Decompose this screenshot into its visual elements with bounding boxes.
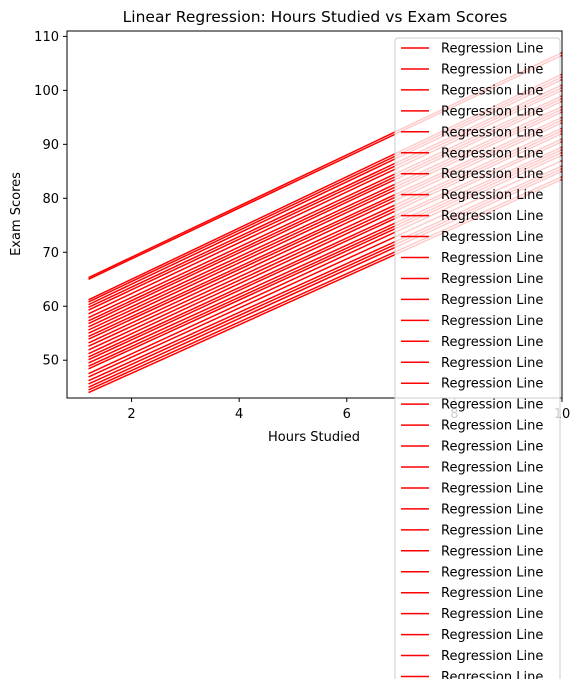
legend: Regression Line Regression Line Regression… bbox=[394, 37, 561, 679]
legend-entry-label: Regression Line bbox=[441, 523, 543, 538]
legend-entry-label: Regression Line bbox=[441, 607, 543, 622]
axes bbox=[66, 30, 563, 399]
chart-title: Linear Regression: Hours Studied vs Exam… bbox=[123, 8, 508, 26]
legend-entry-label: Regression Line bbox=[441, 628, 543, 643]
legend-entry-label: Regression Line bbox=[441, 125, 543, 140]
legend-entry-label: Regression Line bbox=[441, 209, 543, 224]
y-tick-label: 50 bbox=[42, 354, 59, 369]
legend-entry-label: Regression Line bbox=[441, 230, 543, 245]
legend-entry-label: Regression Line bbox=[441, 146, 543, 161]
legend-entry-label: Regression Line bbox=[441, 649, 543, 664]
legend-entry-label: Regression Line bbox=[441, 188, 543, 203]
legend-entry-label: Regression Line bbox=[441, 104, 543, 119]
x-tick-label: 2 bbox=[127, 407, 135, 422]
x-axis-label: Hours Studied bbox=[268, 430, 360, 445]
y-ticks: 50 60 70 80 90 100 110 bbox=[34, 30, 67, 369]
legend-entry-label: Regression Line bbox=[441, 461, 543, 476]
plot-frame bbox=[66, 30, 563, 399]
y-tick-label: 80 bbox=[42, 192, 59, 207]
legend-entry-label: Regression Line bbox=[441, 356, 543, 371]
legend-entry-label: Regression Line bbox=[441, 272, 543, 287]
legend-entry-label: Regression Line bbox=[441, 62, 543, 77]
y-tick-label: 110 bbox=[34, 30, 59, 45]
legend-entry-label: Regression Line bbox=[441, 251, 543, 266]
legend-entry-label: Regression Line bbox=[441, 670, 543, 679]
legend-entry-label: Regression Line bbox=[441, 377, 543, 392]
x-tick-label: 4 bbox=[235, 407, 243, 422]
y-tick-label: 70 bbox=[42, 246, 59, 261]
legend-entry-label: Regression Line bbox=[441, 167, 543, 182]
legend-entry-label: Regression Line bbox=[441, 502, 543, 517]
legend-entry-label: Regression Line bbox=[441, 565, 543, 580]
legend-entry-label: Regression Line bbox=[441, 419, 543, 434]
legend-box bbox=[394, 37, 561, 679]
y-axis-label: Exam Scores bbox=[9, 172, 24, 256]
legend-entry-label: Regression Line bbox=[441, 544, 543, 559]
legend-entry-label: Regression Line bbox=[441, 314, 543, 329]
x-tick-label: 6 bbox=[343, 407, 351, 422]
legend-entry-label: Regression Line bbox=[441, 42, 543, 57]
y-tick-label: 100 bbox=[34, 84, 59, 99]
legend-entry-label: Regression Line bbox=[441, 586, 543, 601]
y-tick-label: 90 bbox=[42, 138, 59, 153]
y-tick-label: 60 bbox=[42, 300, 59, 315]
legend-entry-label: Regression Line bbox=[441, 440, 543, 455]
legend-entry-label: Regression Line bbox=[441, 398, 543, 413]
legend-entry-label: Regression Line bbox=[441, 83, 543, 98]
legend-entry-label: Regression Line bbox=[441, 293, 543, 308]
legend-entry-label: Regression Line bbox=[441, 481, 543, 496]
legend-entry-label: Regression Line bbox=[441, 335, 543, 350]
